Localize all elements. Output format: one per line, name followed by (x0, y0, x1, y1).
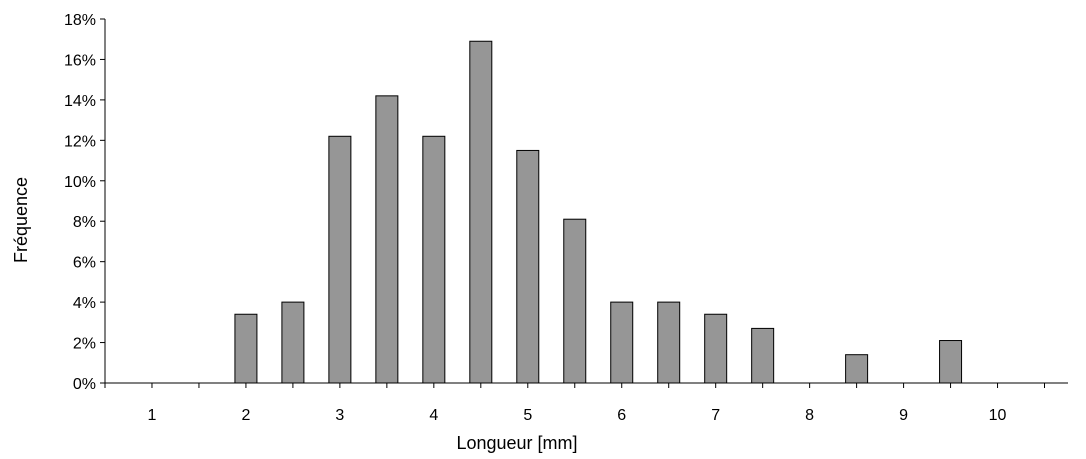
y-axis-title: Fréquence (11, 177, 31, 263)
bar (751, 327, 775, 384)
bar (375, 95, 399, 384)
bars-group (234, 40, 963, 384)
x-tick-label: 7 (711, 407, 720, 424)
x-axis-ticks: 1 2 3 4 5 6 7 8 9 10 (104, 383, 1046, 424)
y-tick-label: 6% (73, 255, 96, 272)
x-tick-label: 5 (523, 407, 532, 424)
bar (610, 301, 634, 384)
bar (422, 135, 446, 384)
y-tick-label: 12% (64, 133, 96, 150)
y-tick-label: 16% (64, 52, 96, 69)
y-tick-label: 2% (73, 336, 96, 353)
y-tick-label: 4% (73, 295, 96, 312)
y-tick-label: 10% (64, 174, 96, 191)
bar (704, 313, 728, 384)
x-tick-label: 2 (241, 407, 250, 424)
x-tick-label: 3 (335, 407, 344, 424)
y-tick-label: 14% (64, 93, 96, 110)
y-tick-label: 8% (73, 214, 96, 231)
bar (469, 40, 493, 384)
x-axis-title: Longueur [mm] (456, 433, 577, 453)
bar (281, 301, 305, 384)
x-tick-label: 9 (899, 407, 908, 424)
bar (845, 354, 869, 384)
y-tick-label: 18% (64, 12, 96, 29)
bar (939, 340, 963, 384)
x-tick-label: 10 (989, 407, 1007, 424)
y-tick-label: 0% (73, 376, 96, 393)
bar (657, 301, 681, 384)
bar (234, 313, 258, 384)
x-tick-label: 8 (805, 407, 814, 424)
x-tick-label: 4 (429, 407, 438, 424)
bar (516, 149, 540, 384)
x-tick-label: 1 (148, 407, 157, 424)
bar (563, 218, 587, 384)
y-axis-ticks: 0% 2% 4% 6% 8% 10% 12% 14% 16% 18% (64, 12, 105, 393)
bar (328, 135, 352, 384)
x-tick-label: 6 (617, 407, 626, 424)
